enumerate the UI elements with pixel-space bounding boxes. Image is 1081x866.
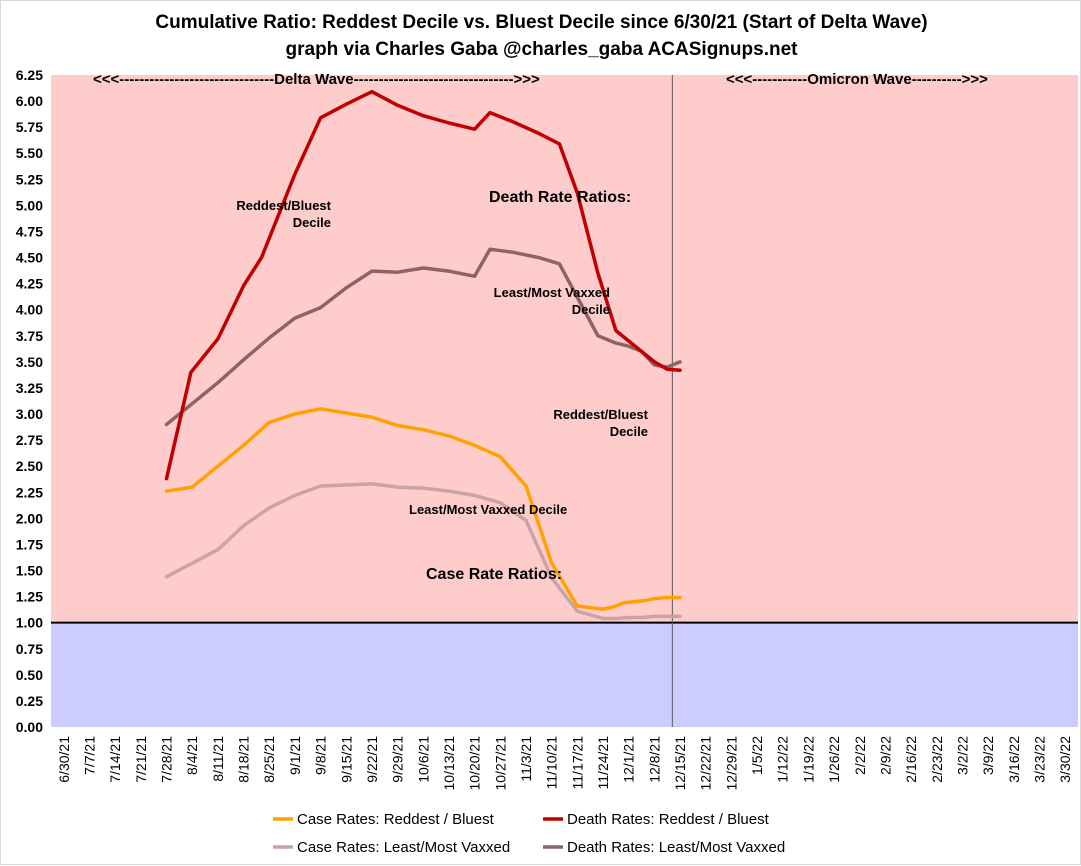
- x-tick-label: 9/8/21: [313, 736, 329, 775]
- legend: Case Rates: Reddest / Bluest Death Rates:…: [273, 811, 785, 856]
- y-tick-label: 3.25: [16, 380, 43, 396]
- x-tick-label: 9/22/21: [364, 736, 380, 783]
- x-tick-label: 12/1/21: [621, 736, 637, 783]
- series-lines: [164, 89, 682, 621]
- x-tick-label: 2/16/22: [903, 736, 919, 783]
- y-tick-label: 5.00: [16, 197, 43, 213]
- x-tick-label: 1/19/22: [800, 736, 816, 783]
- death-vaxxed-annotation-line2: Decile: [572, 302, 610, 317]
- y-tick-label: 2.00: [16, 510, 43, 526]
- x-tick-label: 3/23/22: [1031, 736, 1047, 783]
- y-tick-label: 3.00: [16, 406, 43, 422]
- series-line-case-rates-least-most-vaxxed: [164, 482, 682, 621]
- x-tick-label: 3/2/22: [954, 736, 970, 775]
- x-tick-label: 11/10/21: [544, 736, 560, 790]
- reference-markers: [51, 75, 1078, 727]
- y-axis-ticks: 0.00 0.25 0.50 0.75 1.00 1.25 1.50 1.75 2.00 2.25…: [16, 67, 43, 735]
- x-tick-label: 1/5/22: [749, 736, 765, 775]
- x-tick-label: 10/27/21: [492, 736, 508, 791]
- omicron-wave-label: <<<-----------Omicron Wave---------->>>: [726, 71, 988, 88]
- x-tick-label: 7/14/21: [107, 736, 123, 783]
- x-tick-label: 11/17/21: [569, 736, 585, 790]
- y-tick-label: 1.75: [16, 536, 43, 552]
- x-tick-label: 11/24/21: [595, 736, 611, 790]
- death-vaxxed-annotation-line1: Least/Most Vaxxed: [494, 285, 610, 300]
- x-tick-label: 2/23/22: [929, 736, 945, 783]
- x-tick-label: 9/15/21: [338, 736, 354, 783]
- background-band-0: [51, 75, 1078, 623]
- y-tick-label: 4.75: [16, 223, 43, 239]
- chart-title: Cumulative Ratio: Reddest Decile vs. Blu…: [155, 12, 928, 33]
- y-tick-label: 6.00: [16, 93, 43, 109]
- y-tick-label: 4.00: [16, 302, 43, 318]
- legend-label: Death Rates: Reddest / Bluest: [567, 811, 770, 828]
- x-tick-label: 9/1/21: [287, 736, 303, 775]
- chart-subtitle: graph via Charles Gaba @charles_gaba ACA…: [285, 39, 798, 60]
- x-tick-label: 12/8/21: [646, 736, 662, 783]
- x-tick-label: 7/28/21: [159, 736, 175, 783]
- y-tick-label: 5.25: [16, 171, 43, 187]
- x-tick-label: 10/6/21: [415, 736, 431, 783]
- y-tick-label: 0.25: [16, 693, 43, 709]
- x-tick-label: 12/22/21: [698, 736, 714, 791]
- delta-wave-label: <<<-------------------------------Delta …: [93, 71, 540, 88]
- x-tick-label: 3/30/22: [1057, 736, 1073, 783]
- background-bands: [51, 75, 1078, 727]
- x-axis-ticks: 6/30/21 7/7/21 7/14/21 7/21/21 7/28/21 8/4/21…: [56, 736, 1073, 791]
- x-tick-label: 9/29/21: [390, 736, 406, 783]
- x-tick-label: 12/29/21: [723, 736, 739, 791]
- y-tick-label: 1.00: [16, 615, 43, 631]
- series-line-case-rates-reddest-bluest: [164, 407, 682, 611]
- series-line-death-rates-least-most-vaxxed: [164, 247, 682, 427]
- x-tick-label: 8/18/21: [236, 736, 252, 783]
- case-reddest-annotation-line1: Reddest/Bluest: [553, 407, 648, 422]
- y-tick-label: 2.25: [16, 484, 43, 500]
- series-line-death-rates-reddest-bluest: [164, 89, 682, 481]
- y-tick-label: 5.50: [16, 145, 43, 161]
- y-tick-label: 1.50: [16, 563, 43, 579]
- x-tick-label: 8/25/21: [261, 736, 277, 783]
- y-tick-label: 4.25: [16, 276, 43, 292]
- case-vaxxed-annotation: Least/Most Vaxxed Decile: [409, 502, 567, 517]
- x-tick-label: 7/21/21: [133, 736, 149, 783]
- background-band-1: [51, 622, 1078, 727]
- x-tick-label: 3/9/22: [980, 736, 996, 775]
- y-tick-label: 3.50: [16, 354, 43, 370]
- case-rate-ratios-label: Case Rate Ratios:: [426, 566, 562, 583]
- y-tick-label: 3.75: [16, 328, 43, 344]
- x-tick-label: 10/13/21: [441, 736, 457, 791]
- y-tick-label: 2.50: [16, 458, 43, 474]
- x-tick-label: 12/15/21: [672, 736, 688, 791]
- y-tick-label: 0.00: [16, 719, 43, 735]
- x-tick-label: 11/3/21: [518, 736, 534, 782]
- y-tick-label: 0.75: [16, 641, 43, 657]
- y-tick-label: 0.50: [16, 667, 43, 683]
- x-tick-label: 6/30/21: [56, 736, 72, 783]
- legend-label: Case Rates: Reddest / Bluest: [297, 811, 495, 828]
- death-reddest-annotation-line1: Reddest/Bluest: [236, 198, 331, 213]
- x-tick-label: 2/2/22: [852, 736, 868, 775]
- x-tick-label: 8/11/21: [210, 736, 226, 782]
- case-reddest-annotation-line2: Decile: [610, 424, 648, 439]
- legend-label: Death Rates: Least/Most Vaxxed: [567, 839, 785, 856]
- y-tick-label: 4.50: [16, 250, 43, 266]
- y-tick-label: 1.25: [16, 589, 43, 605]
- x-tick-label: 2/9/22: [877, 736, 893, 775]
- x-tick-label: 3/16/22: [1006, 736, 1022, 783]
- legend-label: Case Rates: Least/Most Vaxxed: [297, 839, 510, 856]
- x-tick-label: 7/7/21: [82, 736, 98, 775]
- x-tick-label: 10/20/21: [467, 736, 483, 791]
- death-reddest-annotation-line2: Decile: [293, 215, 331, 230]
- x-tick-label: 1/12/22: [775, 736, 791, 783]
- x-tick-label: 1/26/22: [826, 736, 842, 783]
- y-tick-label: 5.75: [16, 119, 43, 135]
- y-tick-label: 2.75: [16, 432, 43, 448]
- x-tick-label: 8/4/21: [184, 736, 200, 775]
- y-tick-label: 6.25: [16, 67, 43, 83]
- death-rate-ratios-label: Death Rate Ratios:: [489, 189, 631, 206]
